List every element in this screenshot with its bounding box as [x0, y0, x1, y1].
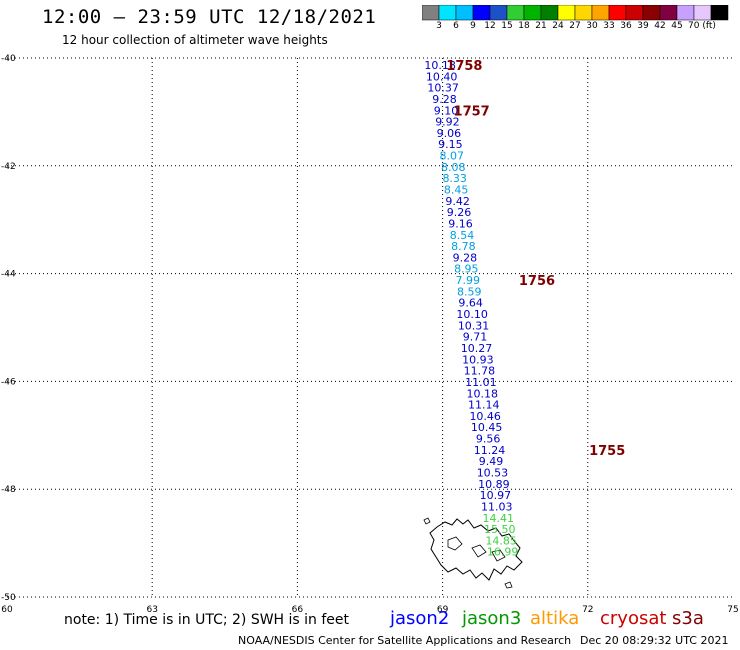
color-scale-label: 70 (ft): [688, 21, 716, 31]
wave-height-value: 9.28: [453, 251, 478, 264]
wave-height-value: 8.59: [457, 285, 482, 298]
axis-tick-labels: 60 63 66 69 72 75 -40 -42 -44 -46 -48 -50: [1, 54, 739, 615]
map-subtitle: 12 hour collection of altimeter wave hei…: [62, 33, 328, 47]
x-tick-label: 75: [727, 605, 738, 615]
x-tick-label: 63: [146, 605, 157, 615]
wave-height-value: 10.18: [467, 387, 499, 400]
wave-height-value: 10.31: [458, 319, 490, 332]
y-tick-label: -50: [1, 593, 16, 603]
time-label: 1756: [519, 274, 555, 289]
time-label: 1757: [454, 104, 490, 119]
y-tick-label: -44: [1, 270, 16, 280]
map-grid: [7, 57, 733, 598]
wave-height-value: 15.50: [484, 523, 516, 536]
color-scale-label: 21: [535, 21, 547, 31]
x-tick-label: 69: [437, 605, 449, 615]
wave-height-value: 11.14: [468, 399, 500, 412]
wave-height-value: 9.92: [435, 116, 460, 129]
credit-line: NOAA/NESDIS Center for Satellite Applica…: [238, 634, 572, 647]
wave-height-value: 9.15: [438, 138, 463, 151]
x-tick-label: 72: [582, 605, 593, 615]
wave-height-value: 9.64: [458, 297, 483, 310]
kerguelen-island-outline: [423, 517, 523, 589]
wave-height-value: 10.93: [462, 353, 494, 366]
y-tick-label: -46: [1, 377, 16, 387]
wave-height-value: 9.56: [476, 433, 501, 446]
satellite-legend-cryosat: cryosat: [600, 608, 667, 629]
color-scale-label: 18: [518, 21, 530, 31]
wave-height-value: 8.95: [454, 263, 479, 276]
wave-height-value: 14.85: [485, 534, 517, 547]
wave-height-value: 9.49: [479, 455, 504, 468]
wave-height-value: 10.46: [469, 410, 501, 423]
wave-height-value: 8.33: [442, 172, 467, 185]
wave-height-value: 8.45: [444, 184, 469, 197]
time-labels: 1758 1757 1756 1755: [446, 59, 625, 459]
wave-height-value: 10.89: [478, 478, 510, 491]
wave-height-value: 10.45: [471, 421, 503, 434]
wave-height-value: 10.97: [480, 489, 512, 502]
wave-height-value: 11.78: [464, 365, 496, 378]
satellite-legend-jason2: jason2: [390, 608, 450, 629]
x-tick-label: 66: [292, 605, 304, 615]
color-scale-label: 12: [484, 21, 496, 31]
color-scale-label: 27: [569, 21, 581, 31]
color-scale-label: 39: [637, 21, 649, 31]
color-swatch: [710, 5, 729, 21]
wave-height-value: 11.01: [465, 376, 497, 389]
satellite-legend-jason3: jason3: [462, 608, 522, 629]
wave-height-value: 8.08: [441, 161, 466, 174]
altimeter-track: 10.1810.4010.379.289.109.929.069.158.078…: [424, 59, 518, 559]
color-scale-label: 45: [671, 21, 683, 31]
y-tick-label: -48: [1, 485, 16, 495]
color-scale-labels: 3 6 9 12 15 18 21 24 27 30 33 36 39 42 45 70 (ft): [422, 21, 740, 35]
color-scale-label: 33: [603, 21, 615, 31]
satellite-legend-s3a: s3a: [672, 608, 704, 629]
wave-height-value: 9.10: [434, 104, 459, 117]
color-scale-label: 6: [453, 21, 459, 31]
generation-timestamp: Dec 20 08:29:32 UTC 2021: [580, 634, 729, 647]
color-scale-label: 30: [586, 21, 598, 31]
y-tick-label: -42: [1, 162, 16, 172]
wave-height-value: 14.41: [483, 512, 515, 525]
wave-height-value: 10.18: [424, 59, 456, 72]
color-scale-label: 36: [620, 21, 632, 31]
wave-height-value: 16.99: [487, 546, 519, 559]
map-title: 12:00 – 23:59 UTC 12/18/2021: [42, 6, 377, 28]
wave-height-value: 9.16: [448, 217, 473, 230]
wave-height-value: 11.24: [474, 444, 506, 457]
satellite-legend-altika: altika: [530, 608, 580, 629]
wave-height-value: 9.26: [447, 206, 472, 219]
color-scale-label: 42: [654, 21, 666, 31]
color-scale-label: 15: [501, 21, 513, 31]
wave-height-value: 9.71: [463, 331, 488, 344]
wave-height-value: 10.10: [456, 308, 488, 321]
wave-height-value: 10.40: [426, 70, 458, 83]
y-tick-label: -40: [1, 54, 16, 64]
wave-height-value: 8.78: [451, 240, 476, 253]
wave-height-value: 9.42: [445, 195, 470, 208]
footer-note: note: 1) Time is in UTC; 2) SWH is in fe…: [64, 612, 350, 628]
color-scale-bar: [422, 5, 729, 21]
time-label: 1755: [589, 444, 625, 459]
wave-height-value: 7.99: [456, 274, 481, 287]
x-tick-label: 60: [1, 605, 13, 615]
wave-height-value: 8.07: [440, 150, 465, 163]
wave-height-value: 11.03: [481, 500, 513, 513]
wave-height-value: 10.53: [477, 466, 509, 479]
wave-height-value: 8.54: [450, 229, 475, 242]
color-scale-label: 24: [552, 21, 564, 31]
wave-height-value: 10.37: [427, 82, 459, 95]
color-scale-label: 9: [470, 21, 476, 31]
color-scale-label: 3: [436, 21, 442, 31]
wave-height-value: 9.06: [437, 127, 462, 140]
wave-height-value: 9.28: [432, 93, 457, 106]
wave-height-value: 10.27: [461, 342, 493, 355]
time-label: 1758: [446, 59, 482, 74]
